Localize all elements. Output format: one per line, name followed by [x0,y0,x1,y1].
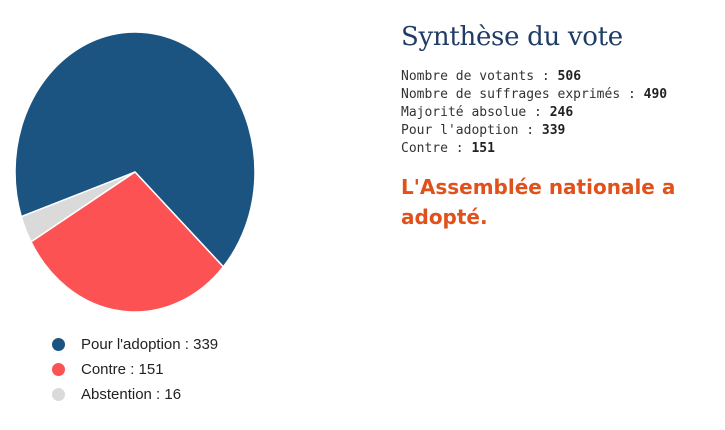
legend-swatch-abstention [52,388,65,401]
vote-summary: Synthèse du vote Nombre de votants : 506… [401,22,725,232]
stat-votants: Nombre de votants : 506 [401,68,725,86]
stat-separator: : [447,141,472,156]
vote-pie-chart [14,31,256,313]
stat-contre-value: 151 [471,141,495,156]
stat-separator: : [620,87,644,102]
legend-swatch-contre [52,363,65,376]
legend-label-abstention: Abstention : 16 [81,386,182,403]
legend-swatch-pour [52,338,65,351]
stat-contre-label: Contre [401,141,448,156]
stat-contre: Contre : 151 [401,140,725,158]
stat-separator: : [534,69,558,84]
stat-separator: : [518,123,542,138]
stat-majorite-label: Majorité absolue [401,105,527,120]
chart-legend: Pour l'adoption : 339 Contre : 151 Abste… [52,332,218,407]
legend-label-pour: Pour l'adoption : 339 [81,336,219,353]
legend-item-abstention: Abstention : 16 [52,382,218,407]
stat-pour-label: Pour l'adoption [401,123,519,138]
vote-result: L'Assemblée nationale a adopté. [401,175,676,229]
stat-majorite: Majorité absolue : 246 [401,104,725,122]
legend-item-pour: Pour l'adoption : 339 [52,332,218,357]
stat-suffrages-value: 490 [643,87,668,102]
stat-suffrages: Nombre de suffrages exprimés : 490 [401,86,725,104]
stat-pour: Pour l'adoption : 339 [401,122,725,140]
summary-title: Synthèse du vote [401,22,623,52]
stat-votants-value: 506 [557,69,582,84]
stat-pour-value: 339 [541,123,566,138]
stat-suffrages-label: Nombre de suffrages exprimés [401,87,621,102]
stat-votants-label: Nombre de votants [401,69,535,84]
stat-majorite-value: 246 [549,105,574,120]
pie-slice-contre [30,171,225,313]
vote-stats: Nombre de votants : 506 Nombre de suffra… [401,68,725,158]
legend-label-contre: Contre : 151 [81,361,164,378]
pie-slice-pour [14,31,256,268]
legend-item-contre: Contre : 151 [52,357,218,382]
stat-separator: : [526,105,550,120]
